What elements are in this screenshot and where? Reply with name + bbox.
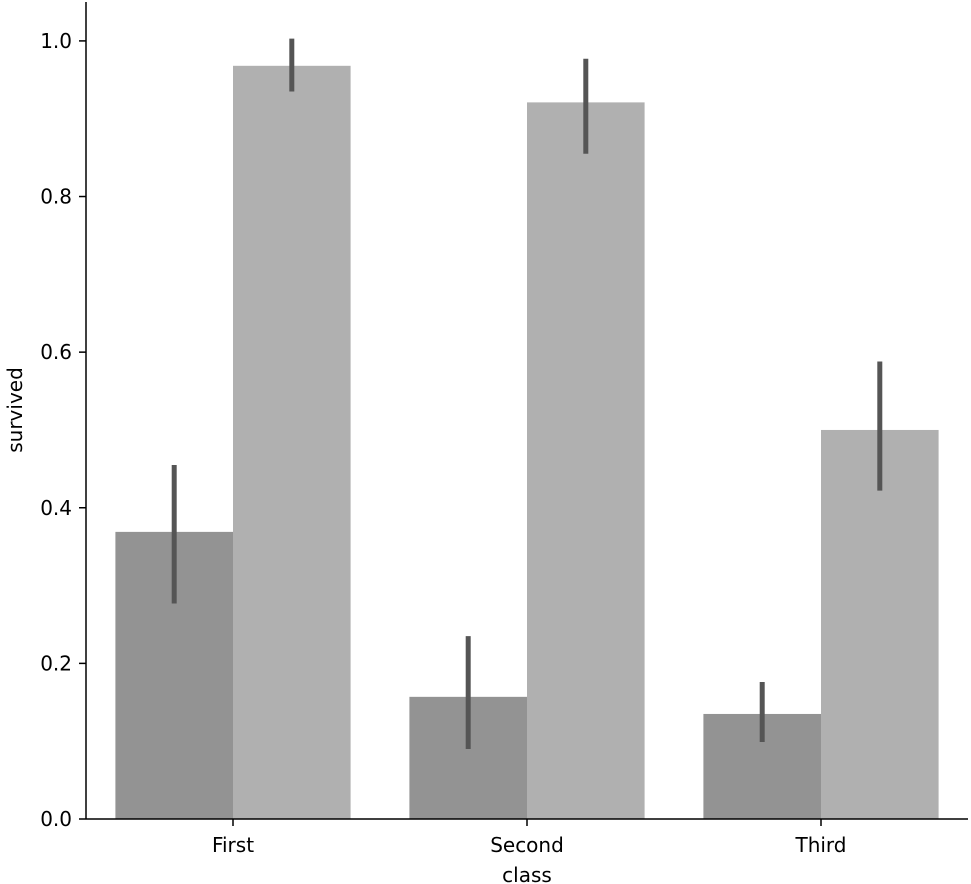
y-tick-label-0.0: 0.0 xyxy=(40,807,72,831)
x-tick-label-first: First xyxy=(212,833,254,857)
y-tick-label-1.0: 1.0 xyxy=(40,29,72,53)
x-ticks-group: First Second Third xyxy=(212,819,847,857)
x-axis-label: class xyxy=(502,863,552,884)
y-tick-label-0.4: 0.4 xyxy=(40,496,72,520)
x-tick-label-third: Third xyxy=(794,833,846,857)
y-axis-label: survived xyxy=(3,367,27,453)
bar-third-series-2 xyxy=(821,429,939,819)
y-tick-label-0.8: 0.8 xyxy=(40,185,72,209)
y-ticks-group: 0.0 0.2 0.4 0.6 0.8 1.0 xyxy=(40,29,86,831)
y-tick-label-0.6: 0.6 xyxy=(40,340,72,364)
x-tick-label-second: Second xyxy=(490,833,564,857)
errorbars-group xyxy=(171,38,883,749)
y-tick-label-0.2: 0.2 xyxy=(40,651,72,675)
bars-group xyxy=(115,65,939,820)
bar-first-series-2 xyxy=(233,65,351,819)
bar-second-series-2 xyxy=(527,102,645,820)
